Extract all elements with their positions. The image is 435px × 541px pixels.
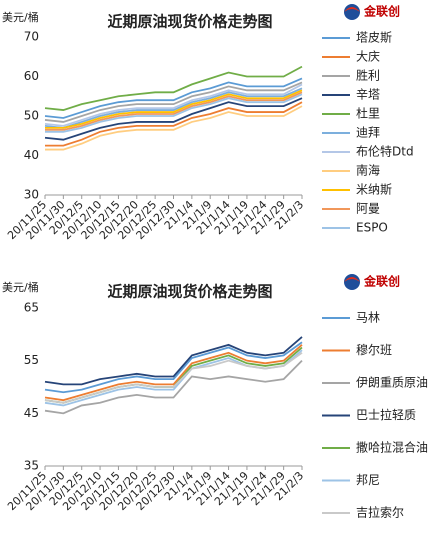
- y-tick-label: 50: [24, 109, 39, 123]
- series-line: [44, 65, 303, 111]
- legend-label: 穆尔班: [356, 342, 392, 357]
- y-axis-label: 美元/桶: [2, 10, 39, 24]
- legend-label: 邦尼: [356, 473, 380, 487]
- series-line: [44, 336, 303, 386]
- y-tick-label: 55: [24, 353, 39, 367]
- legend-label: 马林: [356, 311, 380, 325]
- legend-label: 米纳斯: [356, 183, 392, 197]
- series-line: [45, 101, 303, 147]
- legend-label: 阿曼: [356, 202, 380, 216]
- logo: 金联创: [344, 4, 400, 20]
- logo-icon: [344, 274, 360, 290]
- series-line: [44, 341, 303, 394]
- chart-title: 近期原油现货价格走势图: [107, 13, 272, 31]
- series-line: [44, 87, 303, 129]
- logo-icon: [344, 4, 360, 20]
- y-tick-label: 60: [24, 69, 39, 83]
- y-tick-label: 40: [24, 148, 39, 162]
- legend-label: 南海: [356, 163, 380, 178]
- y-tick-label: 35: [24, 459, 39, 473]
- legend-label: 塔皮斯: [356, 31, 392, 45]
- series-line: [45, 89, 303, 129]
- legend-label: 吉拉索尔: [356, 505, 404, 520]
- series-line: [44, 77, 303, 119]
- legend-label: 布伦特Dtd: [356, 144, 414, 159]
- legend-label: 巴士拉轻质: [356, 407, 416, 422]
- y-tick-label: 65: [24, 301, 39, 315]
- series-line: [44, 81, 303, 123]
- series-line: [44, 97, 303, 141]
- legend-label: 辛塔: [356, 88, 380, 102]
- series-line: [44, 83, 303, 127]
- chart-title: 近期原油现货价格走势图: [107, 283, 272, 301]
- y-tick-label: 30: [24, 188, 39, 202]
- y-tick-label: 70: [24, 30, 39, 44]
- legend-label: 迪拜: [356, 126, 380, 140]
- logo-text: 金联创: [363, 4, 400, 19]
- legend-label: 伊朗重质原油: [356, 376, 428, 390]
- logo: 金联创: [344, 274, 400, 290]
- logo-text: 金联创: [363, 274, 400, 289]
- series-line: [45, 91, 303, 131]
- series-line: [44, 352, 303, 404]
- legend-label: 撒哈拉混合油: [356, 440, 428, 455]
- y-axis-label: 美元/桶: [2, 280, 39, 294]
- legend-label: ESPO: [356, 221, 388, 235]
- logo-icon: [344, 277, 360, 282]
- series-line: [44, 344, 303, 402]
- y-tick-label: 45: [24, 406, 39, 420]
- legend-label: 杜里: [356, 106, 380, 121]
- legend-label: 胜利: [356, 68, 380, 83]
- series-line: [44, 360, 303, 415]
- logo-icon: [344, 7, 360, 12]
- series-line: [45, 93, 303, 133]
- series-line: [45, 105, 303, 151]
- legend-label: 大庆: [356, 50, 380, 64]
